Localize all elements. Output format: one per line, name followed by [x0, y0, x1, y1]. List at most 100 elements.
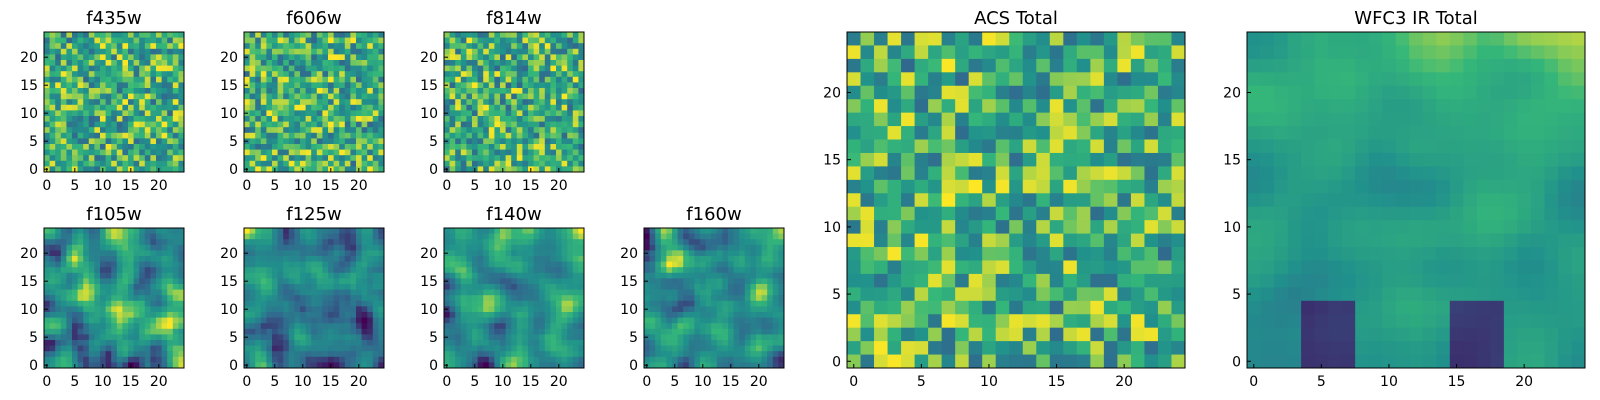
heatmap-cell	[83, 261, 90, 268]
heatmap-cell	[72, 300, 78, 307]
heatmap-cell	[300, 267, 306, 274]
heatmap-cell	[249, 65, 256, 72]
heatmap-cell	[449, 284, 456, 290]
heatmap-cell	[44, 37, 50, 44]
heatmap-cell	[756, 278, 762, 285]
heatmap-cell	[567, 149, 574, 156]
heatmap-cell	[83, 317, 90, 324]
heatmap-cell	[372, 37, 379, 44]
heatmap-cell	[311, 155, 318, 162]
heatmap-cell	[88, 334, 95, 341]
heatmap-cell	[128, 317, 134, 324]
heatmap-cells	[244, 32, 385, 173]
heatmap-cell	[539, 289, 546, 296]
heatmap-cell	[941, 233, 956, 248]
heatmap-cell	[578, 88, 585, 94]
heatmap-cell	[83, 121, 90, 128]
heatmap-cell	[305, 104, 312, 111]
heatmap-cell	[316, 362, 323, 369]
heatmap-cell	[44, 317, 50, 324]
heatmap-cell	[139, 278, 146, 285]
heatmap-cell	[494, 127, 501, 134]
heatmap-cell	[367, 54, 374, 61]
heatmap-cell	[733, 340, 740, 346]
heatmap-cell	[139, 37, 146, 44]
heatmap-cell	[1036, 166, 1051, 181]
heatmap-cell	[694, 250, 701, 257]
heatmap-cell	[350, 110, 357, 117]
heatmap-cell	[767, 261, 774, 268]
heatmap-cell	[144, 110, 151, 117]
heatmap-cell	[167, 295, 174, 302]
heatmap-cell	[728, 306, 734, 313]
heatmap-cell	[516, 239, 523, 246]
heatmap-cell	[550, 317, 557, 324]
heatmap-cell	[322, 295, 329, 302]
heatmap-cell	[494, 99, 501, 106]
heatmap-cell	[1157, 206, 1172, 221]
heatmap-cell	[528, 54, 534, 61]
heatmap-cell	[1009, 45, 1024, 60]
heatmap-cell	[688, 306, 695, 313]
heatmap-cell	[111, 65, 118, 72]
heatmap-cell	[311, 233, 318, 240]
heatmap-cell	[772, 306, 779, 313]
heatmap-cell	[66, 160, 73, 167]
heatmap-cell	[666, 261, 673, 268]
heatmap-cell	[460, 317, 467, 324]
heatmap-cell	[328, 60, 334, 66]
heatmap-cell	[711, 250, 718, 257]
heatmap-cell	[122, 261, 129, 268]
heatmap-cell	[444, 345, 450, 352]
heatmap-cell	[272, 250, 278, 257]
heatmap-cell	[722, 351, 729, 358]
heatmap-cell	[644, 256, 650, 262]
heatmap-cell	[505, 256, 512, 262]
heatmap-cell	[294, 244, 301, 251]
heatmap-cell	[100, 267, 106, 274]
heatmap-cell	[556, 127, 562, 134]
heatmap-cell	[739, 345, 746, 352]
heatmap-cell	[533, 362, 540, 369]
heatmap-cell	[516, 345, 523, 352]
heatmap-cell	[305, 132, 312, 139]
heatmap-cell	[544, 312, 551, 318]
heatmap-cell	[72, 351, 78, 358]
heatmap-cell	[322, 99, 329, 106]
axes-frame	[443, 31, 585, 173]
heatmap-cell	[460, 88, 467, 94]
heatmap-cell	[122, 37, 129, 44]
heatmap-cell	[494, 323, 501, 330]
heatmap-cell	[460, 340, 467, 346]
heatmap-cell	[772, 340, 779, 346]
heatmap-cell	[339, 166, 346, 173]
heatmap-cell	[244, 116, 250, 122]
heatmap-cell	[750, 256, 757, 262]
heatmap-cell	[44, 132, 50, 139]
heatmap-cell	[561, 317, 568, 324]
heatmap-cell	[333, 149, 340, 156]
heatmap-cell	[847, 32, 861, 46]
heatmap-cell	[660, 261, 667, 268]
heatmap-cell	[711, 306, 718, 313]
heatmap-cell	[44, 267, 50, 274]
heatmap-cell	[449, 278, 456, 285]
heatmap-cell	[567, 334, 574, 341]
y-tick-label: 5	[629, 330, 638, 346]
heatmap-cell	[272, 239, 278, 246]
heatmap-cell	[494, 256, 501, 262]
heatmap-cell	[472, 104, 478, 111]
heatmap-cell	[83, 306, 90, 313]
heatmap-cell	[55, 334, 62, 341]
heatmap-cell	[739, 267, 746, 274]
heatmap-cell	[901, 193, 915, 208]
heatmap-cell	[111, 88, 118, 94]
heatmap-cell	[172, 317, 179, 324]
heatmap-cell	[339, 160, 346, 167]
heatmap-cell	[460, 32, 467, 38]
heatmap-cell	[272, 121, 278, 128]
heatmap-cell	[156, 323, 162, 330]
heatmap-cell	[88, 155, 95, 162]
heatmap-cell	[761, 250, 768, 257]
heatmap-cell	[150, 32, 157, 38]
